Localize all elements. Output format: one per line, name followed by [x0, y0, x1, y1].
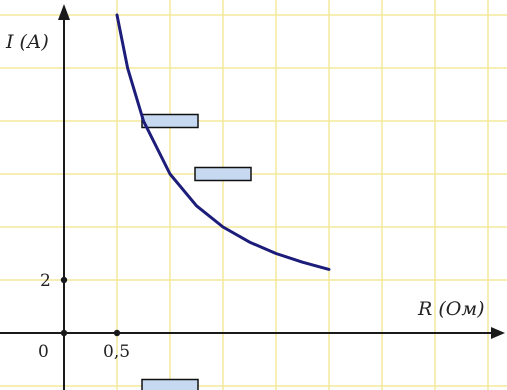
axes [0, 4, 505, 390]
y-tick-dot [60, 276, 68, 284]
labels: I (А) R (Ом) 0 0,5 2 [5, 31, 485, 362]
y-axis-arrow [58, 4, 70, 20]
x-tick-dot [113, 329, 121, 337]
origin-label: 0 [38, 342, 49, 362]
y-tick-label: 2 [40, 271, 51, 291]
x-axis-arrow [491, 327, 505, 339]
curve-line [115, 13, 331, 271]
x-axis-title: R (Ом) [417, 298, 485, 320]
y-axis-title: I (А) [5, 31, 49, 53]
origin-dot [60, 329, 68, 337]
answer-box [141, 378, 199, 390]
curve-layer [115, 13, 331, 271]
x-tick-label: 0,5 [103, 342, 130, 362]
answer-box [141, 113, 199, 129]
answer-box [194, 166, 252, 182]
answer-boxes [141, 113, 252, 390]
